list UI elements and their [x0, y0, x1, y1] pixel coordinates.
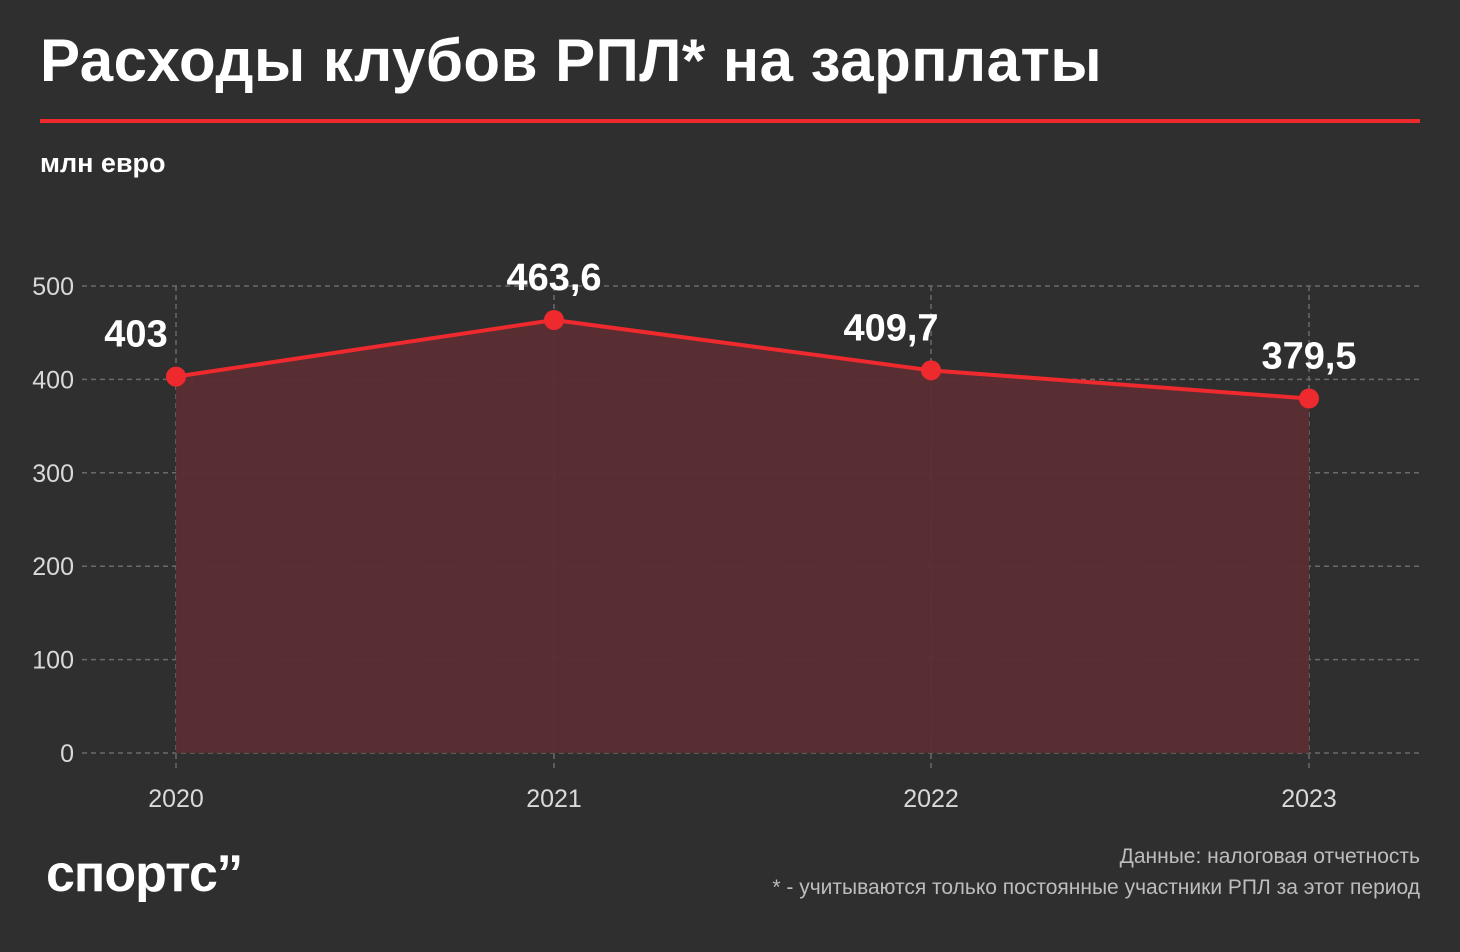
- series-area: [176, 319, 1309, 753]
- footnote: * - учитываются только постоянные участн…: [772, 876, 1420, 899]
- y-tick-label: 0: [60, 740, 74, 768]
- data-label: 403: [104, 314, 167, 356]
- data-label: 379,5: [1261, 336, 1356, 378]
- x-tick-label: 2020: [148, 785, 204, 813]
- data-label: 463,6: [506, 257, 601, 299]
- data-point: [1299, 388, 1319, 409]
- data-point: [921, 360, 941, 381]
- x-tick-label: 2021: [526, 785, 582, 813]
- y-tick-label: 200: [32, 553, 74, 581]
- y-tick-label: 500: [32, 273, 74, 301]
- source-note: Данные: налоговая отчетность: [1119, 845, 1420, 868]
- data-point: [544, 309, 564, 330]
- y-tick-label: 400: [32, 366, 74, 394]
- series-line: [175, 317, 1310, 401]
- chart-title: Расходы клубов РПЛ* на зарплаты: [40, 27, 1103, 94]
- y-tick-label: 100: [32, 647, 74, 675]
- sports-logo: спортс’’: [46, 845, 243, 903]
- x-tick-label: 2023: [1281, 785, 1337, 813]
- unit-label: млн евро: [40, 148, 166, 178]
- data-label: 409,7: [843, 307, 938, 349]
- title-divider: [40, 119, 1420, 123]
- x-tick-label: 2022: [903, 785, 959, 813]
- data-point: [166, 366, 186, 387]
- y-tick-label: 300: [32, 460, 74, 488]
